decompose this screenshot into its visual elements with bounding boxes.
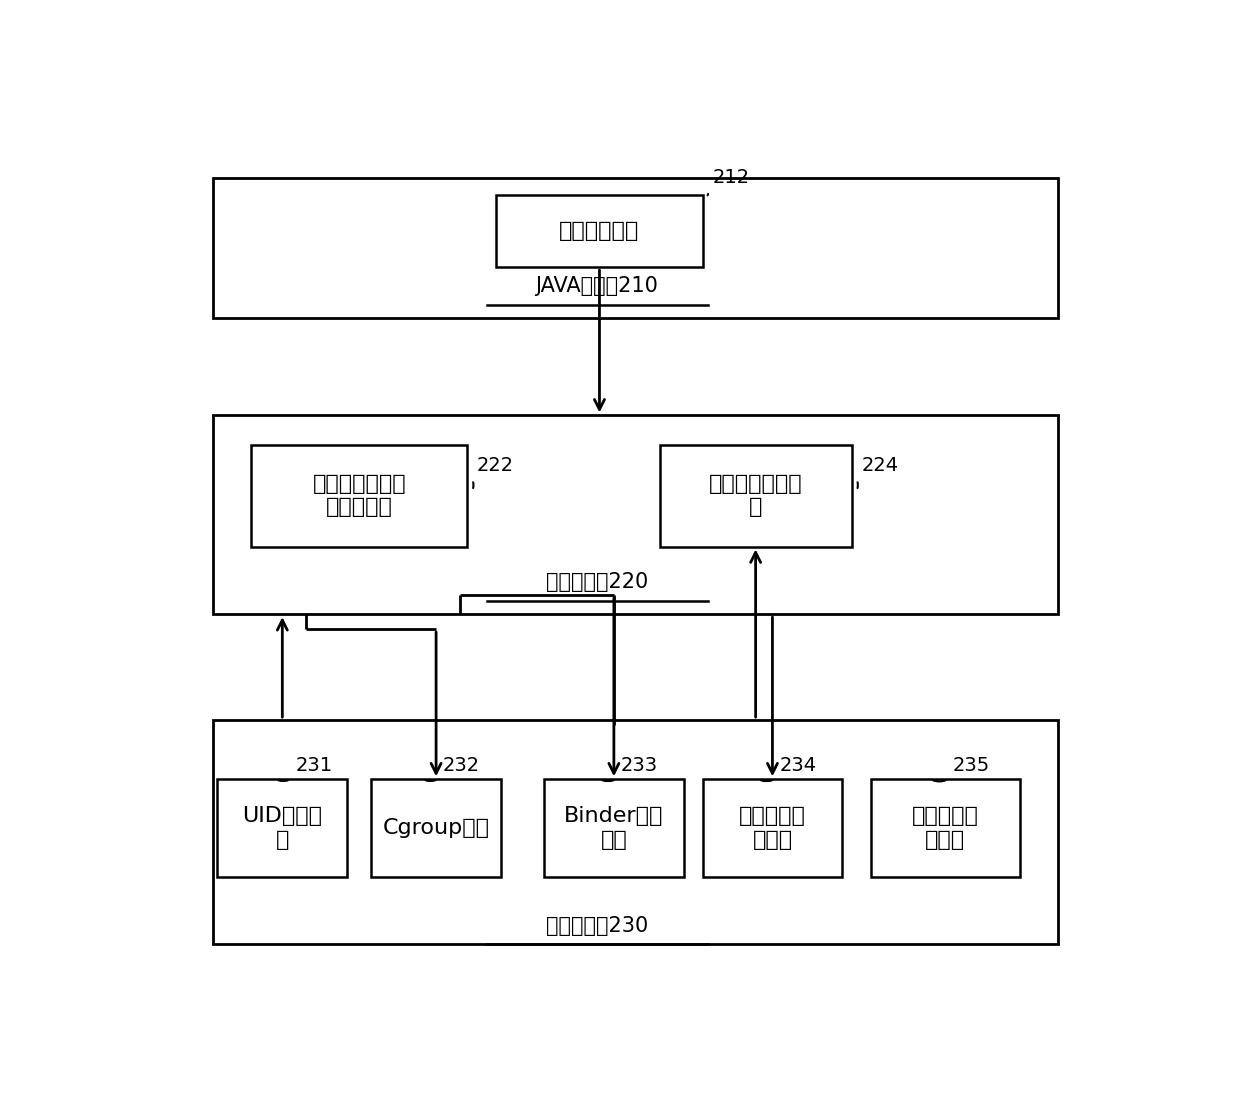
- Bar: [217, 779, 347, 877]
- Text: 冻结超时退
出模块: 冻结超时退 出模块: [911, 807, 978, 850]
- Text: 222: 222: [477, 456, 515, 476]
- Bar: [371, 779, 501, 877]
- Bar: [213, 720, 1058, 944]
- Bar: [213, 178, 1058, 318]
- Text: 235: 235: [952, 756, 990, 775]
- Text: 平台冻结管理模
块: 平台冻结管理模 块: [709, 474, 802, 518]
- Text: 进程内存回
收模块: 进程内存回 收模块: [739, 807, 806, 850]
- Bar: [496, 196, 703, 267]
- Text: 234: 234: [780, 756, 816, 775]
- Bar: [213, 415, 1058, 614]
- Bar: [703, 779, 842, 877]
- Text: 224: 224: [862, 456, 899, 476]
- Text: 231: 231: [295, 756, 332, 775]
- Bar: [250, 445, 467, 546]
- Bar: [660, 445, 852, 546]
- Text: Cgroup模块: Cgroup模块: [383, 818, 490, 837]
- Bar: [870, 779, 1021, 877]
- Text: 内核空间层230: 内核空间层230: [546, 915, 649, 935]
- Text: 232: 232: [443, 756, 480, 775]
- Text: 本地框架层220: 本地框架层220: [546, 573, 649, 592]
- Text: UID管理模
块: UID管理模 块: [242, 807, 322, 850]
- Text: 冻结管理应用: 冻结管理应用: [559, 221, 640, 242]
- Text: 233: 233: [621, 756, 658, 775]
- Text: 资源优先级和限
制管理模块: 资源优先级和限 制管理模块: [312, 474, 405, 518]
- Bar: [544, 779, 683, 877]
- Text: JAVA空间层210: JAVA空间层210: [536, 276, 658, 296]
- Text: Binder管控
模块: Binder管控 模块: [564, 807, 663, 850]
- Text: 212: 212: [712, 168, 749, 187]
